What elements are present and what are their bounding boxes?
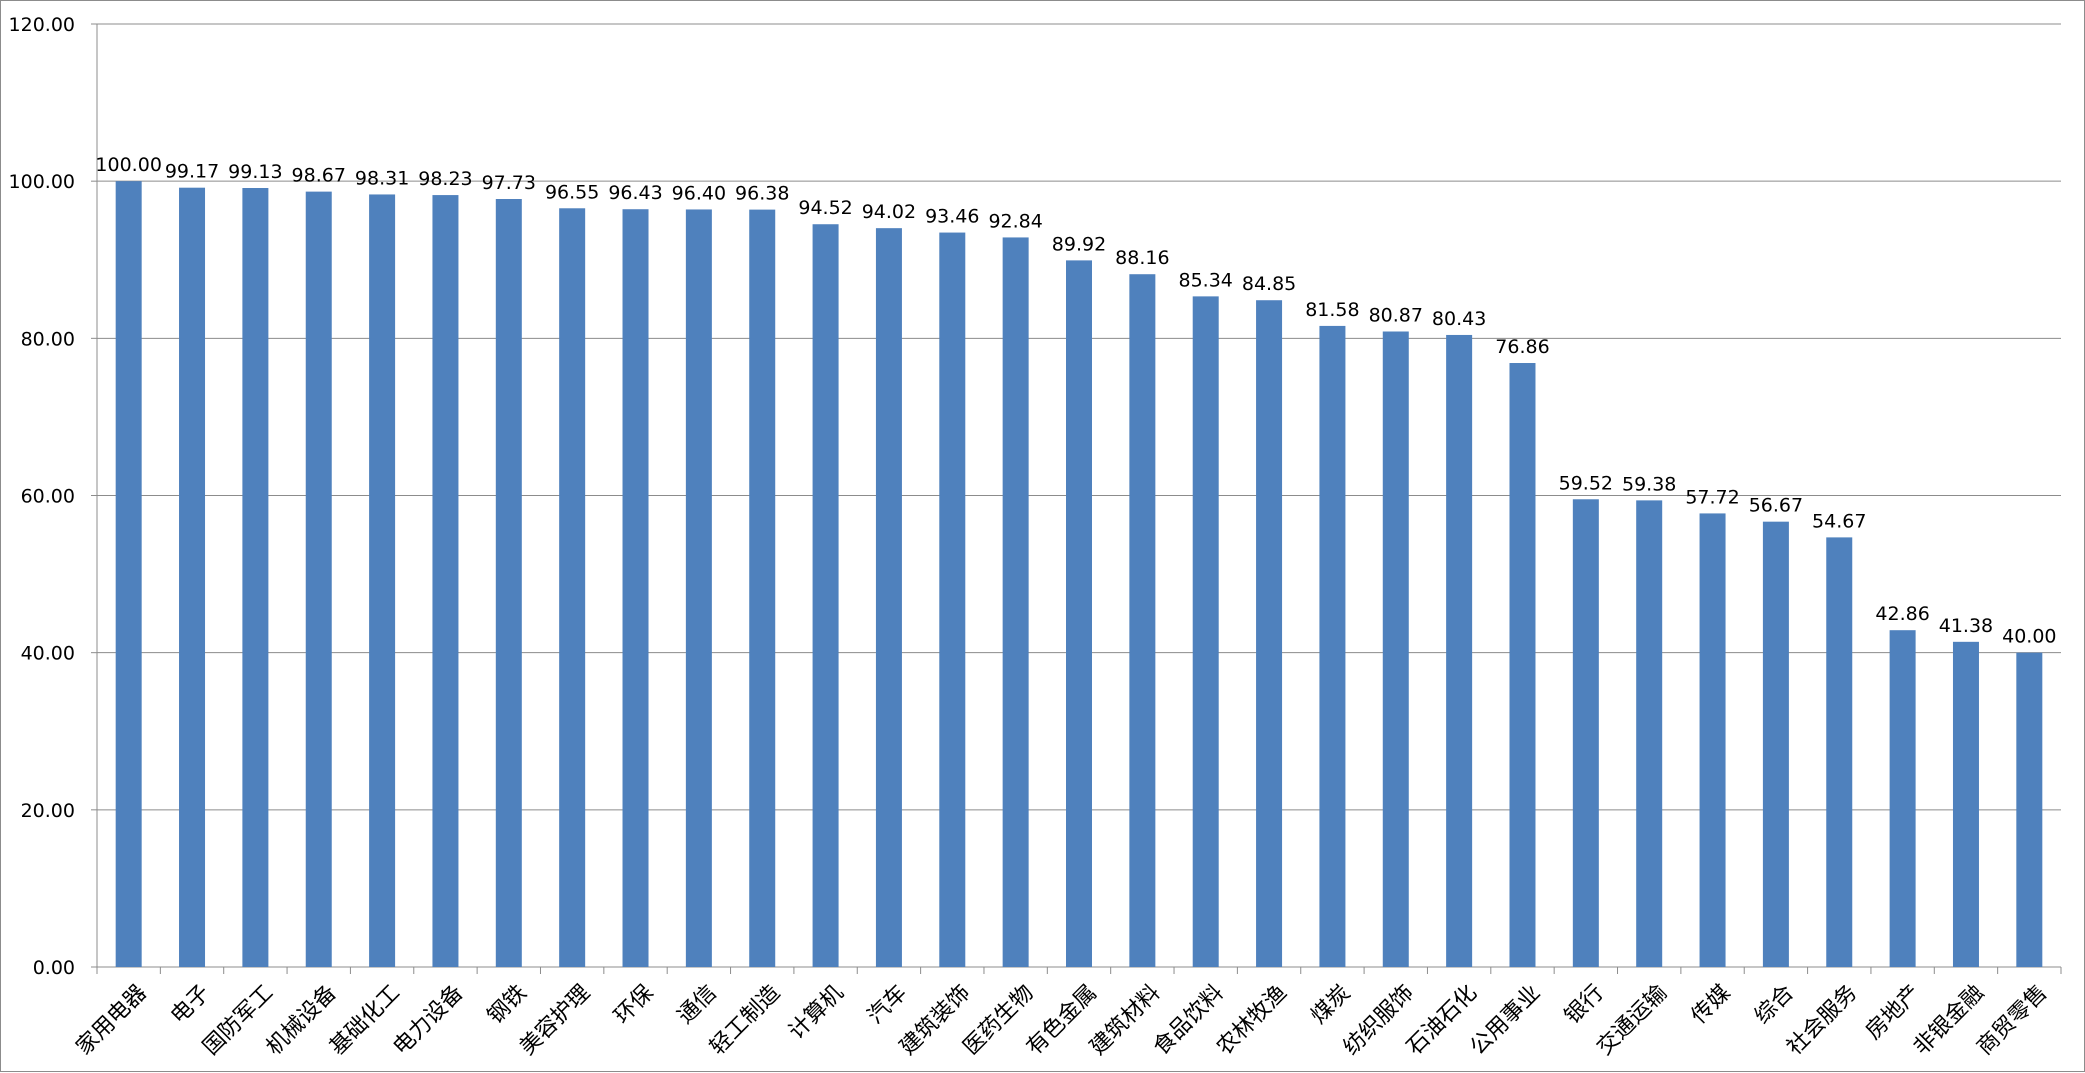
data-label: 88.16 — [1115, 247, 1169, 269]
data-label: 96.38 — [735, 183, 789, 205]
bar — [812, 224, 839, 967]
category-label: 银行 — [1560, 980, 1609, 1029]
y-tick-label: 40.00 — [21, 643, 75, 665]
bar — [875, 228, 902, 968]
bar — [1446, 334, 1473, 968]
bar — [1572, 499, 1599, 967]
bar — [1382, 331, 1409, 967]
data-label: 80.43 — [1432, 308, 1486, 330]
data-label: 59.38 — [1622, 473, 1676, 495]
y-tick-label: 20.00 — [21, 800, 75, 822]
data-label: 98.67 — [292, 165, 346, 187]
bar — [179, 187, 206, 967]
bar — [559, 208, 586, 967]
bar — [1952, 641, 1979, 967]
data-label: 41.38 — [1939, 615, 1993, 637]
bar — [369, 194, 396, 967]
bar — [685, 209, 712, 967]
bar — [2016, 652, 2043, 967]
y-tick-label: 120.00 — [9, 14, 75, 36]
data-label: 80.87 — [1369, 304, 1423, 326]
y-tick-label: 60.00 — [21, 486, 75, 508]
bar — [242, 188, 269, 967]
data-label: 57.72 — [1685, 486, 1739, 508]
category-label: 商贸零售 — [1972, 980, 2052, 1060]
bar — [1636, 500, 1663, 967]
data-label: 42.86 — [1875, 603, 1929, 625]
category-label: 社会服务 — [1782, 980, 1862, 1060]
bar — [1002, 237, 1029, 968]
bar — [1509, 363, 1536, 967]
category-label: 煤炭 — [1307, 980, 1356, 1029]
category-label: 交通运输 — [1592, 980, 1672, 1060]
bar — [1319, 325, 1346, 967]
data-label: 84.85 — [1242, 273, 1296, 295]
data-label: 81.58 — [1305, 299, 1359, 321]
data-label: 99.17 — [165, 161, 219, 183]
category-label: 计算机 — [784, 980, 848, 1044]
bar — [1826, 537, 1853, 967]
bar — [1889, 630, 1916, 967]
y-tick-label: 0.00 — [33, 957, 75, 979]
data-label: 96.55 — [545, 181, 599, 203]
y-tick-label: 100.00 — [9, 171, 75, 193]
bar — [1066, 260, 1092, 967]
data-label: 94.02 — [862, 201, 916, 223]
bar — [1192, 296, 1219, 967]
data-label: 40.00 — [2002, 626, 2056, 648]
category-label: 公用事业 — [1466, 980, 1546, 1060]
data-label: 59.52 — [1559, 472, 1613, 494]
data-label: 56.67 — [1749, 495, 1803, 517]
category-label: 环保 — [610, 980, 659, 1029]
category-label: 美容护理 — [515, 980, 595, 1060]
bar — [1129, 274, 1156, 967]
category-label: 汽车 — [863, 980, 912, 1029]
category-label: 综合 — [1750, 980, 1799, 1029]
bar — [939, 232, 966, 967]
data-label: 76.86 — [1495, 336, 1549, 358]
data-label: 98.23 — [418, 168, 472, 190]
data-label: 54.67 — [1812, 510, 1866, 532]
bar — [432, 195, 459, 967]
category-label: 电子 — [166, 980, 215, 1029]
data-label: 92.84 — [988, 210, 1042, 232]
category-label: 钢铁 — [483, 980, 532, 1029]
data-label: 96.43 — [608, 182, 662, 204]
bar — [1256, 300, 1283, 967]
bar — [115, 181, 142, 967]
category-label: 通信 — [673, 980, 722, 1029]
bar — [622, 209, 649, 967]
bar — [495, 199, 522, 968]
data-label: 89.92 — [1052, 233, 1106, 255]
data-label: 98.31 — [355, 167, 409, 189]
category-label: 轻工制造 — [705, 980, 785, 1060]
data-label: 100.00 — [95, 154, 161, 176]
data-label: 97.73 — [482, 172, 536, 194]
category-label: 电力设备 — [389, 980, 469, 1060]
y-tick-label: 80.00 — [21, 328, 75, 350]
data-label: 99.13 — [228, 161, 282, 183]
category-label: 农林牧渔 — [1212, 980, 1292, 1060]
category-label: 传媒 — [1687, 980, 1736, 1029]
data-label: 96.40 — [672, 182, 726, 204]
data-label: 93.46 — [925, 206, 979, 228]
bar — [749, 209, 776, 967]
bar — [1762, 521, 1789, 967]
data-label: 85.34 — [1179, 269, 1233, 291]
bar — [305, 191, 332, 967]
data-label: 94.52 — [798, 197, 852, 219]
bar — [1699, 513, 1726, 967]
category-label: 家用电器 — [72, 980, 152, 1060]
